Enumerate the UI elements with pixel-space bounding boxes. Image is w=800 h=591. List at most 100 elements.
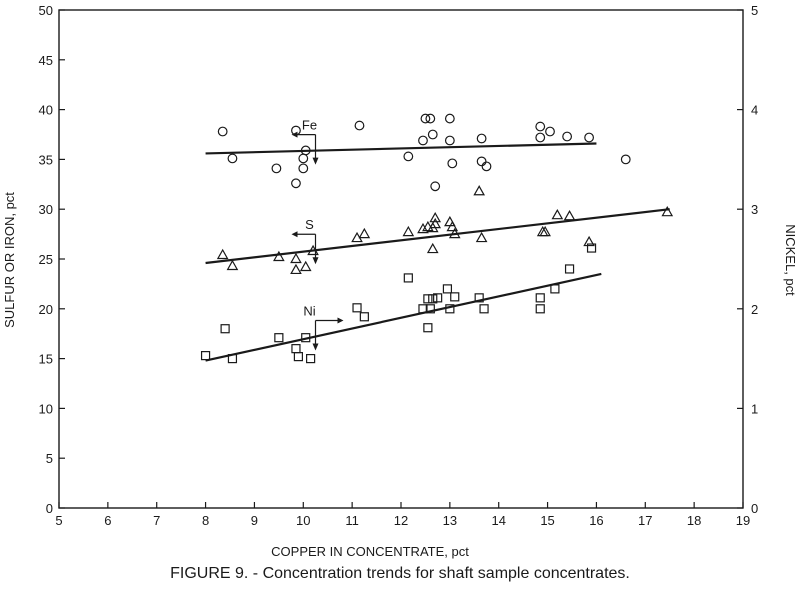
right-y-tick-label: 4 — [751, 103, 758, 118]
ni-data-point — [474, 293, 484, 303]
x-tick-label: 16 — [589, 513, 603, 528]
s-data-point — [226, 259, 239, 271]
s-data-point — [299, 260, 312, 272]
fe-series-label: Fe — [302, 118, 317, 133]
fe-data-point — [535, 132, 546, 143]
right-y-tick-label: 0 — [751, 501, 758, 516]
x-tick-label: 13 — [443, 513, 457, 528]
ni-data-point — [442, 284, 453, 294]
fe-data-point — [403, 151, 414, 162]
s-data-point — [446, 220, 459, 232]
ni-data-point — [564, 264, 575, 274]
ni-data-point — [423, 294, 433, 304]
left-y-tick-label: 5 — [46, 451, 53, 466]
left-y-tick-label: 10 — [39, 401, 53, 416]
fe-data-point — [430, 181, 441, 192]
x-tick-label: 5 — [55, 513, 62, 528]
ni-data-point — [423, 323, 433, 333]
ni-data-point — [306, 354, 316, 364]
ni-data-point — [450, 292, 460, 302]
s-data-point — [417, 222, 429, 234]
s-data-point — [290, 263, 302, 275]
left-y-tick-label: 45 — [39, 53, 53, 68]
fe-data-point — [227, 153, 238, 164]
fe-data-point — [444, 113, 455, 124]
fe-data-point — [545, 126, 555, 137]
ni-data-point — [274, 333, 284, 343]
ni-data-point — [227, 354, 238, 364]
x-tick-label: 9 — [251, 513, 258, 528]
fe-data-point — [217, 126, 228, 137]
s-pointer-arrowhead-down — [312, 257, 319, 265]
left-y-tick-label: 50 — [39, 3, 53, 18]
s-data-point — [563, 209, 576, 221]
s-data-point — [551, 208, 564, 220]
fe-data-point — [444, 135, 455, 146]
right-y-tick-label: 5 — [751, 3, 758, 18]
ni-data-point — [200, 351, 211, 361]
fe-data-point — [425, 113, 436, 124]
s-data-point — [448, 227, 461, 239]
ni-data-point — [425, 304, 435, 314]
x-tick-label: 17 — [638, 513, 652, 528]
s-data-point — [358, 227, 371, 239]
left-y-tick-label: 0 — [46, 501, 53, 516]
x-tick-label: 19 — [736, 513, 750, 528]
series-annotations: Fe S Ni — [291, 118, 344, 351]
plot-frame — [58, 9, 744, 509]
s-pointer-arrowhead-left — [291, 231, 298, 238]
ni-data-point — [586, 243, 597, 253]
left-y-tick-label: 25 — [39, 252, 53, 267]
ni-data-point — [418, 304, 428, 314]
figure-caption: FIGURE 9. - Concentration trends for sha… — [170, 565, 630, 582]
ni-data-point — [352, 303, 362, 313]
s-data-point — [473, 185, 485, 196]
fe-data-point — [300, 145, 311, 156]
ni-trend-line — [205, 272, 602, 362]
fe-pointer-arrowhead-down — [312, 157, 319, 165]
left-y-tick-label: 35 — [39, 152, 53, 167]
s-data-point — [273, 250, 285, 262]
fe-data-point — [298, 153, 309, 164]
ni-data-point — [220, 324, 230, 334]
s-data-point — [402, 225, 415, 237]
right-y-tick-label: 2 — [751, 302, 758, 317]
x-tick-label: 18 — [687, 513, 701, 528]
fe-trend-line — [205, 142, 597, 155]
x-tick-label: 12 — [394, 513, 408, 528]
ni-data-point — [535, 293, 545, 303]
ni-data-point — [403, 273, 413, 283]
fe-data-point — [584, 132, 594, 143]
fe-data-point — [298, 163, 309, 174]
s-trend-line — [205, 208, 670, 265]
ni-data-point — [428, 294, 438, 304]
left-y-axis-label: SULFUR OR IRON, pct — [2, 192, 17, 328]
s-series-label: S — [305, 217, 314, 232]
fe-data-point — [535, 121, 546, 132]
x-tick-label: 6 — [104, 513, 111, 528]
right-y-tick-label: 3 — [751, 202, 758, 217]
ni-data-point — [433, 293, 443, 303]
x-tick-label: 15 — [540, 513, 554, 528]
s-data-point — [426, 242, 439, 254]
x-tick-label: 8 — [202, 513, 209, 528]
fe-data-point — [418, 135, 428, 146]
s-data-point — [475, 231, 488, 243]
ni-pointer-arrowhead-down — [312, 343, 319, 351]
fe-data-point — [420, 113, 431, 124]
fe-pointer-arrowhead-left — [291, 131, 298, 138]
ni-data-point — [359, 312, 369, 322]
fe-data-point — [291, 178, 301, 189]
s-data-point — [290, 252, 302, 264]
x-tick-label: 7 — [153, 513, 160, 528]
right-y-axis-label: NICKEL, pct — [783, 224, 798, 296]
s-data-point — [429, 217, 442, 229]
fe-data-point — [476, 133, 487, 144]
x-axis-label: COPPER IN CONCENTRATE, pct — [271, 544, 469, 559]
s-data-point — [429, 211, 442, 223]
ni-data-point — [479, 304, 489, 314]
fe-data-point — [427, 129, 438, 140]
fe-data-point — [271, 163, 282, 174]
s-data-point — [539, 225, 551, 237]
